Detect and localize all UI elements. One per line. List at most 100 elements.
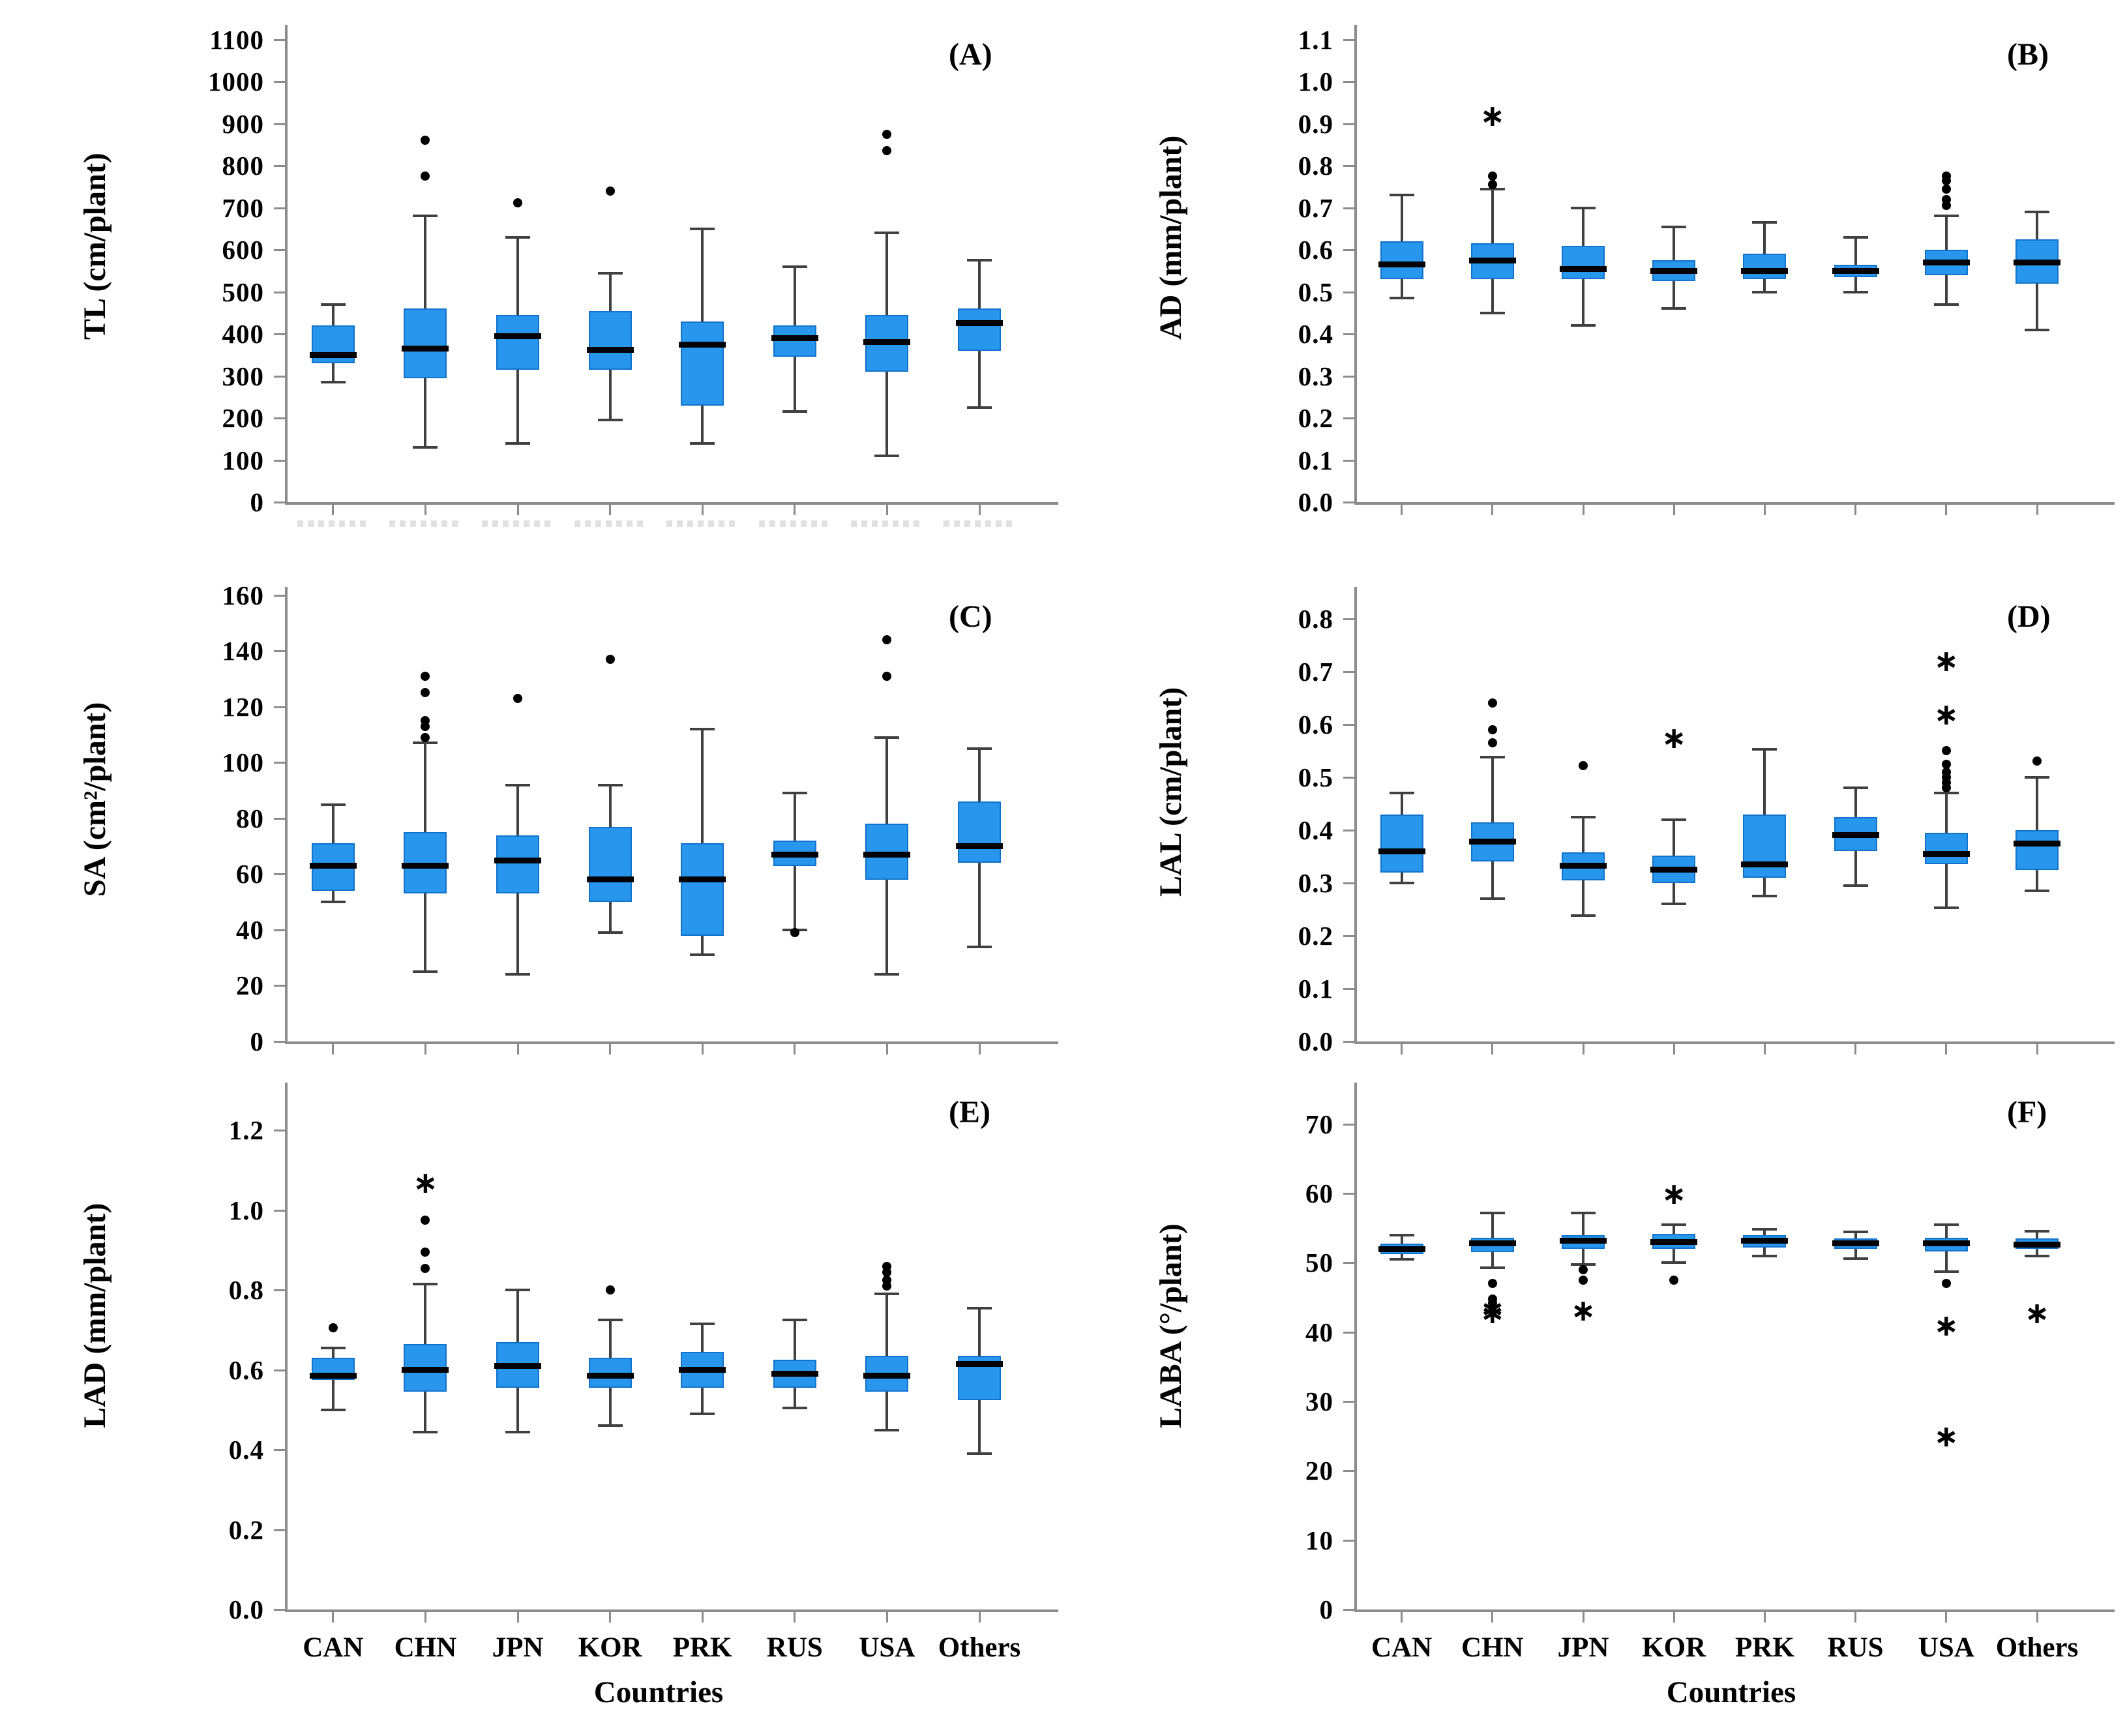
panel-letter-D: (D): [2007, 599, 2051, 634]
x-tick-label-KOR: KOR: [578, 1632, 642, 1663]
median-CHN: [1468, 257, 1516, 263]
median-KOR: [1650, 267, 1698, 274]
whisker-cap-top-RUS: [782, 265, 807, 268]
box-Others: [958, 308, 1001, 351]
x-tick-B: [1945, 505, 1948, 515]
whisker-cap-top-Others: [2025, 210, 2049, 213]
outlier-dot-USA: [882, 671, 892, 681]
median-CAN: [1378, 848, 1425, 854]
y-tick-label-D: 0.8: [1298, 603, 1333, 634]
whisker-cap-bottom-USA: [874, 1428, 900, 1431]
median-PRK: [1741, 1237, 1789, 1244]
whisker-cap-top-PRK: [1752, 747, 1777, 751]
median-CHN: [402, 863, 449, 869]
y-tick-F: [1343, 1539, 1355, 1542]
whisker-cap-top-PRK: [690, 728, 715, 731]
y-tick-label-D: 0.5: [1298, 762, 1333, 792]
y-tick-A: [274, 207, 286, 209]
whisker-cap-top-CHN: [413, 1283, 438, 1286]
whisker-cap-top-CHN: [413, 741, 438, 745]
y-tick-D: [1343, 935, 1355, 937]
whisker-cap-top-JPN: [1571, 206, 1596, 209]
median-USA: [863, 852, 911, 858]
y-tick-A: [274, 38, 286, 41]
box-RUS: [773, 325, 816, 357]
median-CHN: [1468, 839, 1516, 845]
outlier-dot-JPN: [513, 694, 522, 704]
whisker-cap-top-KOR: [597, 783, 623, 786]
y-tick-label-B: 0.6: [1298, 235, 1333, 265]
y-tick-label-A: 1100: [209, 24, 264, 55]
y-tick-label-C: 80: [236, 803, 264, 833]
y-tick-E: [274, 1289, 286, 1292]
y-tick-label-D: 0.2: [1298, 920, 1333, 951]
whisker-cap-bottom-KOR: [1661, 307, 1687, 310]
whisker-cap-top-USA: [874, 1293, 900, 1296]
y-tick-B: [1343, 501, 1355, 503]
outlier-dot-CHN: [1487, 180, 1497, 190]
x-tick-C: [885, 1044, 888, 1055]
y-tick-B: [1343, 291, 1355, 293]
whisker-cap-bottom-USA: [1933, 906, 1959, 909]
y-tick-D: [1343, 829, 1355, 831]
x-tick-D: [1854, 1044, 1857, 1055]
outlier-dot-JPN: [1579, 760, 1588, 770]
x-tick-A: [516, 505, 519, 515]
x-tick-C: [332, 1044, 335, 1055]
x-tick-label-PRK: PRK: [672, 1632, 732, 1663]
whisker-cap-top-RUS: [1843, 1230, 1868, 1233]
outlier-dot-USA: [1941, 1279, 1951, 1289]
x-tick-B: [1582, 505, 1584, 515]
whisker-cap-bottom-RUS: [1843, 290, 1868, 293]
x-tick-F: [1945, 1612, 1948, 1623]
box-KOR: [588, 826, 632, 903]
ghost-tick-labels: [297, 520, 369, 527]
y-axis-line-C: [285, 587, 288, 1044]
median-CAN: [1378, 1246, 1425, 1252]
x-tick-D: [1945, 1044, 1948, 1055]
median-KOR: [586, 1373, 634, 1379]
y-tick-label-C: 160: [222, 580, 264, 610]
y-tick-label-B: 0.7: [1298, 192, 1333, 223]
y-tick-label-F: 60: [1305, 1178, 1333, 1209]
y-tick-label-B: 1.1: [1298, 24, 1333, 55]
y-tick-D: [1343, 723, 1355, 726]
outlier-dot-KOR: [605, 186, 615, 196]
median-JPN: [1560, 265, 1607, 272]
whisker-cap-bottom-PRK: [690, 953, 715, 957]
y-tick-label-E: 0.4: [228, 1435, 264, 1465]
box-Others: [958, 801, 1001, 863]
whisker-cap-bottom-KOR: [597, 419, 623, 422]
whisker-cap-bottom-USA: [1933, 303, 1959, 306]
whisker-cap-bottom-CAN: [1389, 881, 1414, 884]
x-tick-A: [424, 505, 426, 515]
x-axis-line-C: [285, 1041, 1058, 1044]
outlier-dot-USA: [882, 1261, 892, 1271]
y-tick-C: [274, 762, 286, 764]
outlier-dot-USA: [1941, 767, 1951, 777]
y-tick-label-F: 20: [1305, 1456, 1333, 1486]
box-PRK: [1743, 814, 1787, 878]
outlier-dot-KOR: [1669, 1276, 1679, 1285]
whisker-cap-top-KOR: [597, 271, 623, 275]
whisker-PRK: [701, 729, 704, 955]
whisker-cap-bottom-JPN: [1571, 324, 1596, 327]
x-tick-label-USA: USA: [1918, 1632, 1974, 1663]
y-tick-D: [1343, 1041, 1355, 1043]
x-tick-E: [424, 1612, 426, 1623]
y-tick-label-A: 0: [250, 487, 264, 517]
x-tick-label-JPN: JPN: [1557, 1632, 1609, 1663]
y-tick-label-D: 0.3: [1298, 867, 1333, 898]
y-axis-line-D: [1354, 587, 1357, 1044]
median-USA: [1922, 259, 1970, 265]
y-tick-D: [1343, 670, 1355, 673]
median-CHN: [1468, 1240, 1516, 1247]
x-tick-E: [794, 1612, 796, 1623]
box-Others: [2015, 830, 2059, 870]
outlier-dot-CHN: [421, 671, 430, 681]
y-tick-E: [274, 1449, 286, 1452]
outlier-dot-CHN: [421, 136, 430, 145]
median-USA: [1922, 850, 1970, 857]
whisker-cap-bottom-PRK: [1752, 895, 1777, 898]
y-axis-title-F: LABA (°/plant): [1153, 1223, 1188, 1428]
